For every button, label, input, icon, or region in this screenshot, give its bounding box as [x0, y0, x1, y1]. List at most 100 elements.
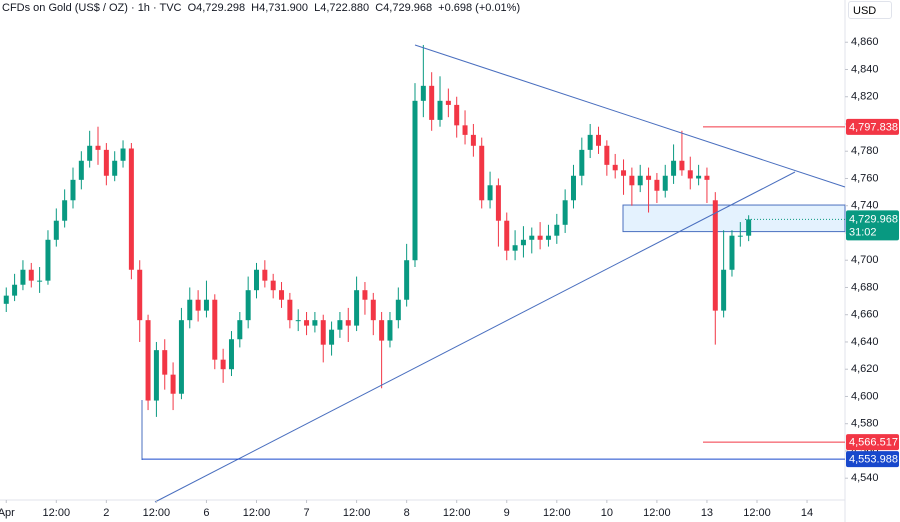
candle-body	[437, 100, 443, 120]
candle-body	[621, 170, 627, 176]
x-tick-label: 12:00	[443, 507, 471, 519]
candle-body	[395, 299, 401, 321]
candle-body	[554, 224, 560, 236]
candle-body	[254, 269, 260, 291]
candle-body	[354, 290, 360, 326]
candle-body	[637, 175, 643, 186]
x-tick-label: 12:00	[143, 507, 171, 519]
y-tick-label: 4,660	[851, 309, 879, 321]
x-tick-label: 10	[601, 507, 613, 519]
y-tick-label: 4,580	[851, 418, 879, 430]
x-tick-label: 12:00	[543, 507, 571, 519]
y-tick-label: 4,740	[851, 200, 879, 212]
candle-body	[228, 339, 234, 370]
change: +0.698 (+0.01%)	[438, 2, 521, 14]
candle-body	[562, 200, 568, 225]
candle-body	[178, 320, 184, 394]
candle-body	[37, 280, 43, 282]
y-tick-label: 4,620	[851, 363, 879, 375]
candle-body	[53, 220, 59, 240]
candle-body	[487, 185, 493, 201]
last-price-box	[846, 210, 899, 241]
candle-body	[337, 320, 343, 330]
candle-body	[245, 290, 251, 321]
candle-body	[287, 299, 293, 321]
header: CFDs on Gold (US$ / OZ) · 1h · TVC O4,72…	[2, 2, 524, 14]
x-tick-label: 12:00	[643, 507, 671, 519]
x-tick-label: 14	[801, 507, 813, 519]
candle-body	[429, 85, 435, 120]
candle-body	[729, 235, 735, 270]
trend-line	[154, 171, 796, 503]
candle-body	[687, 170, 693, 179]
y-tick-label: 4,780	[851, 145, 879, 157]
candle-body	[187, 299, 193, 321]
candle-body	[112, 160, 118, 176]
y-tick-label: 4,540	[851, 472, 879, 484]
candle-body	[170, 374, 176, 394]
candle-body	[62, 200, 68, 221]
ohlc-close: C4,729.968	[375, 2, 433, 14]
candle-body	[362, 290, 368, 300]
y-tick-label: 4,700	[851, 254, 879, 266]
candle-body	[679, 160, 685, 171]
candle-body	[495, 185, 501, 221]
candle-body	[237, 320, 243, 340]
candle-body	[596, 134, 602, 146]
candle-body	[712, 200, 718, 311]
candle-body	[203, 299, 209, 311]
currency-button[interactable]: USD	[848, 1, 892, 19]
x-tick-label: 13	[701, 507, 713, 519]
candle-body	[370, 299, 376, 321]
candle-body	[295, 320, 301, 322]
candle-body	[454, 104, 460, 126]
x-tick-label: 6	[203, 507, 209, 519]
price-label-box	[846, 118, 899, 135]
candle-body	[137, 269, 143, 321]
candle-body	[103, 149, 109, 176]
candle-body	[70, 179, 76, 201]
candle-body	[537, 235, 543, 240]
candle-body	[145, 320, 151, 401]
candle-body	[120, 148, 126, 161]
price-label: 4,553.988	[849, 454, 898, 466]
candle-body	[87, 145, 93, 161]
price-label: 4,566.517	[849, 436, 898, 448]
candle-body	[512, 245, 518, 251]
candle-body	[153, 350, 159, 401]
candle-body	[212, 299, 218, 360]
y-tick-label: 4,760	[851, 172, 879, 184]
price-label-box	[846, 434, 899, 451]
ohlc-open: O4,729.298	[187, 2, 246, 14]
candle-body	[128, 148, 134, 270]
candle-body	[262, 269, 268, 281]
candle-body	[470, 134, 476, 146]
candle-body	[45, 239, 51, 281]
candle-body	[479, 145, 485, 201]
trend-line	[414, 44, 846, 188]
x-tick-label: 12:00	[743, 507, 771, 519]
candle-body	[545, 235, 551, 240]
candle-body	[746, 219, 752, 236]
candle-body	[329, 329, 335, 345]
candle-body	[704, 175, 710, 180]
x-tick-label: 2	[103, 507, 109, 519]
candle-body	[95, 145, 101, 150]
candle-body	[529, 235, 535, 240]
candle-body	[320, 320, 326, 345]
candle-body	[587, 134, 593, 150]
candle-body	[404, 260, 410, 300]
candle-body	[629, 175, 635, 186]
price-zone	[622, 204, 846, 233]
candle-body	[462, 125, 468, 135]
x-tick-label: 12:00	[43, 507, 71, 519]
x-tick-label: 12:00	[243, 507, 271, 519]
candle-body	[737, 235, 743, 237]
candle-body	[579, 149, 585, 176]
x-tick-label: 9	[504, 507, 510, 519]
candle-body	[445, 100, 451, 105]
candle-body	[612, 164, 618, 171]
candle-body	[604, 145, 610, 165]
y-tick-label: 4,600	[851, 390, 879, 402]
